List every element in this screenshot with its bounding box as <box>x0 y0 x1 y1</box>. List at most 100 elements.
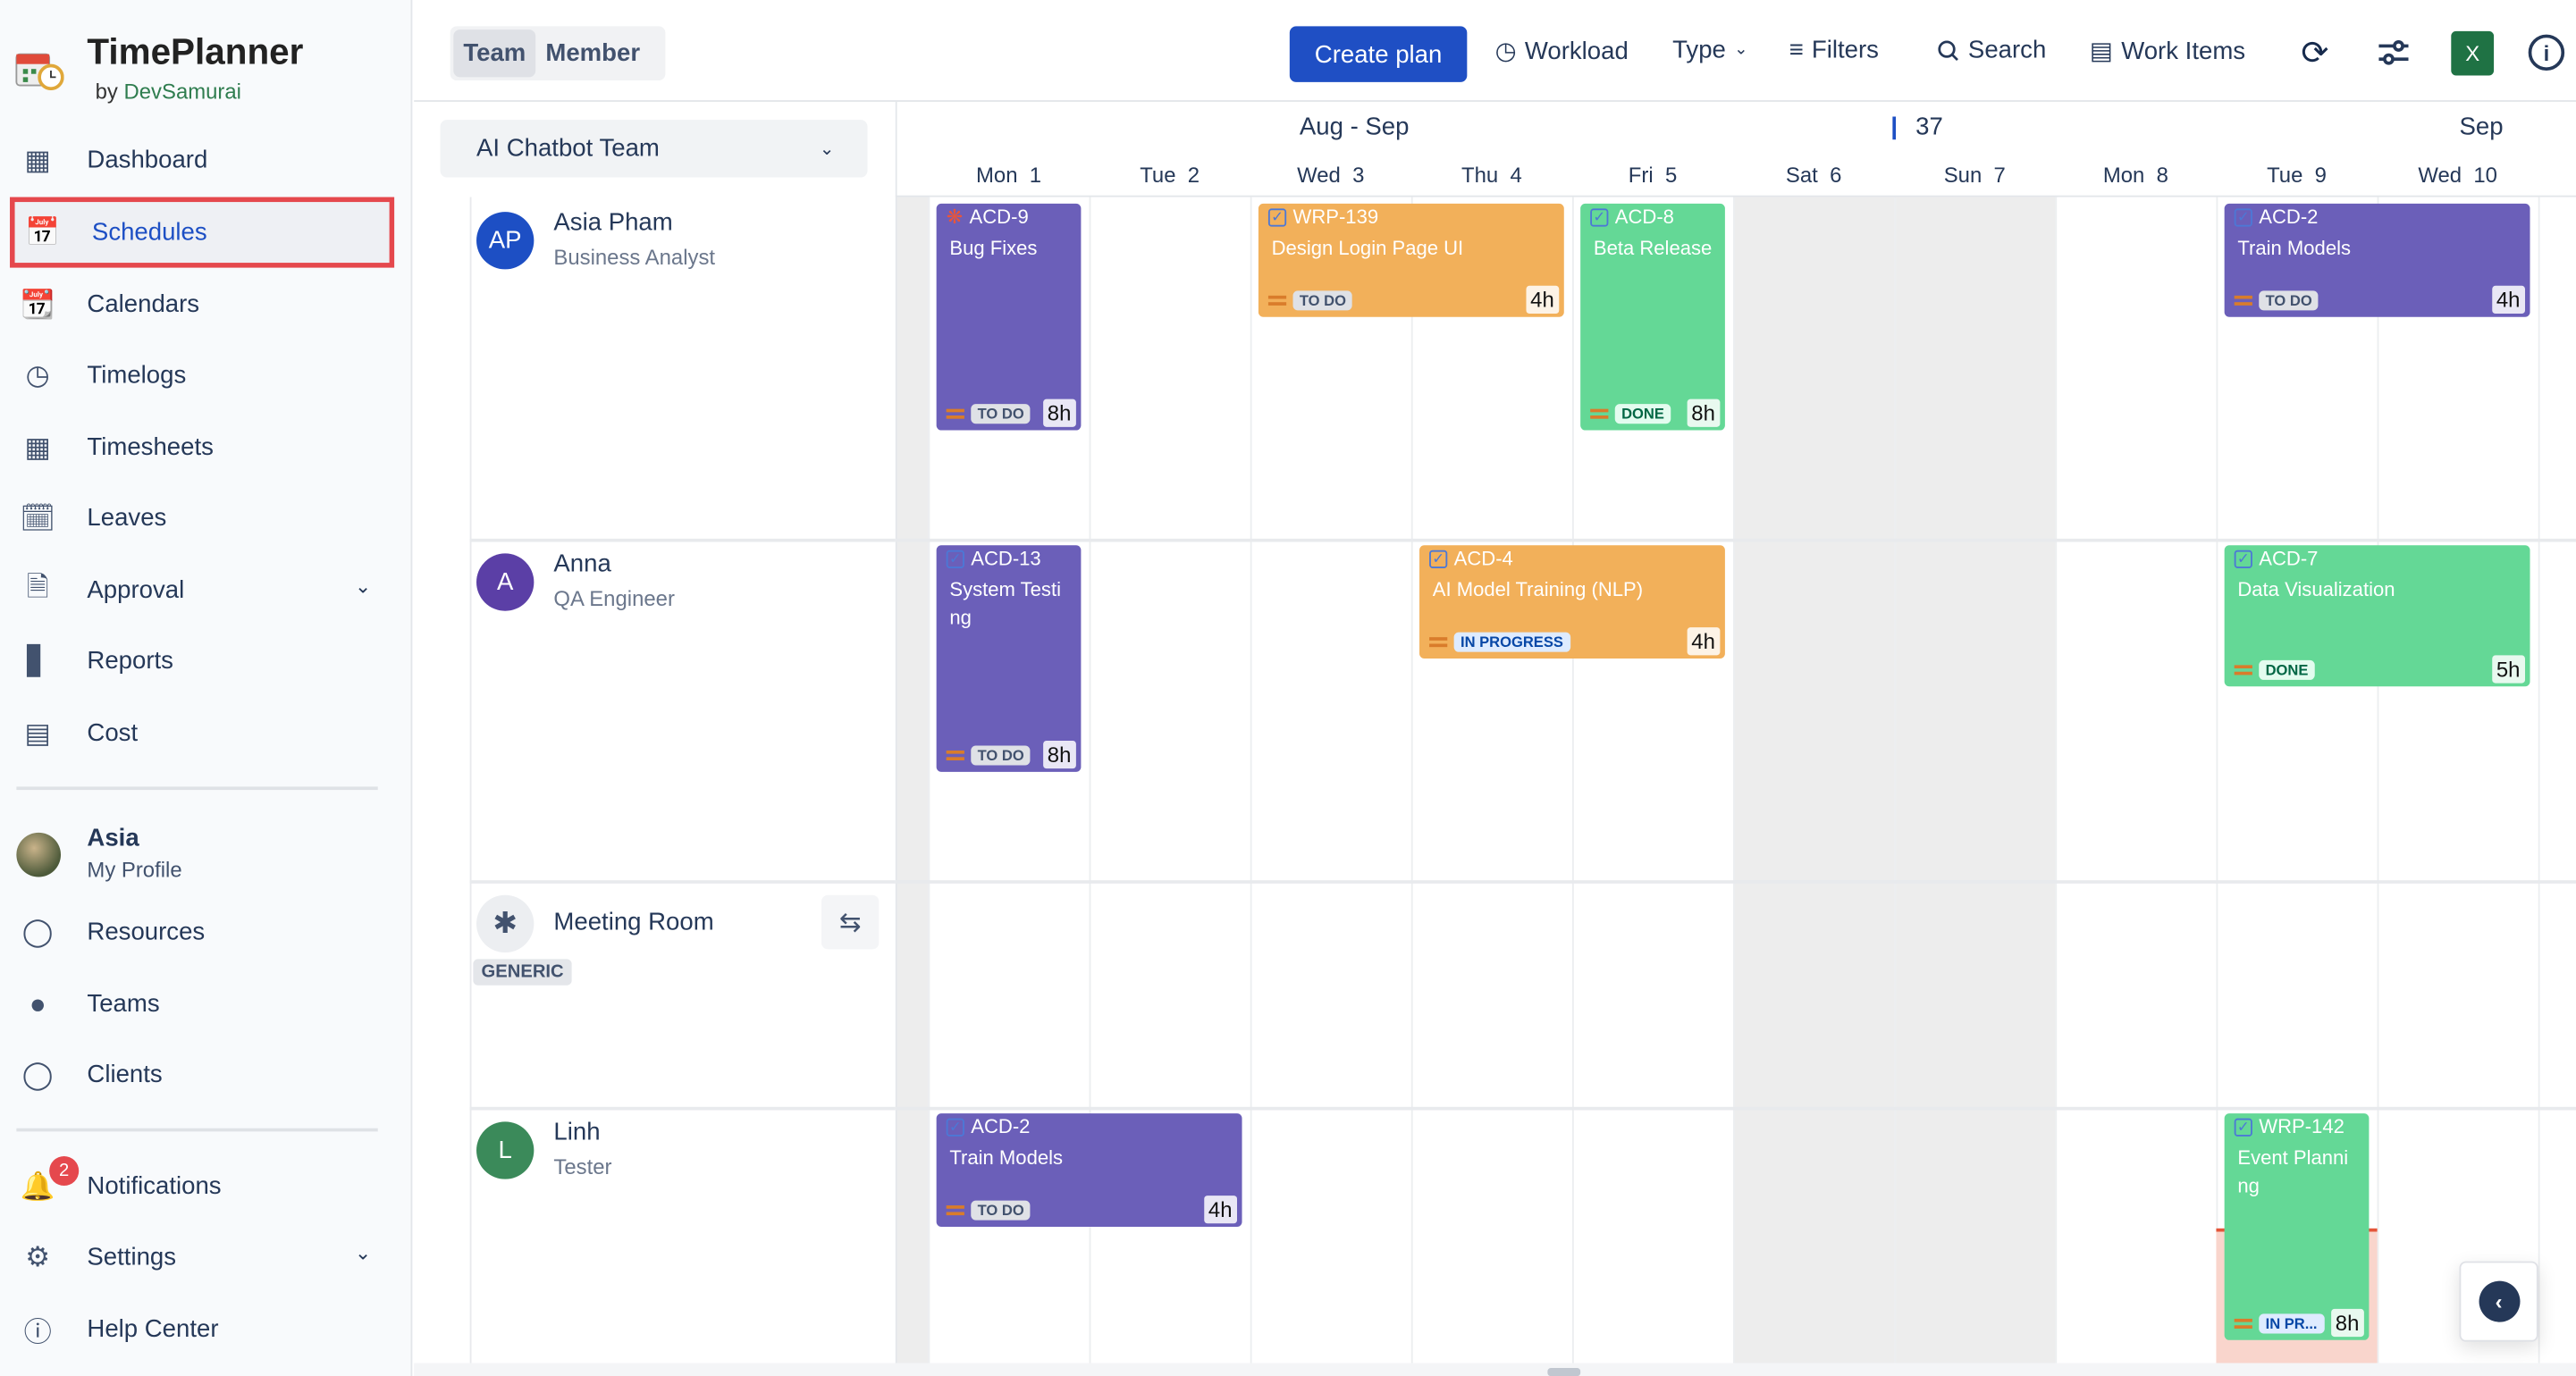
team-select-value: AI Chatbot Team <box>476 134 660 163</box>
plan-card[interactable]: ✓ ACD-2 Train Models TO DO 4h <box>2224 203 2530 317</box>
plan-card[interactable]: ✓ WRP-142 Event Planning IN PR... 8h <box>2224 1113 2370 1340</box>
plan-card[interactable]: ✓ ACD-2 Train Models TO DO 4h <box>936 1113 1242 1227</box>
plan-key: ACD-8 <box>1614 205 1674 229</box>
plan-key: ACD-13 <box>971 547 1041 570</box>
sidebar-item-settings[interactable]: ⚙ Settings ⌄ <box>10 1221 394 1292</box>
priority-medium-icon <box>2234 665 2252 675</box>
sidebar-item-teams[interactable]: ● Teams <box>10 969 394 1039</box>
type-dropdown[interactable]: Type ⌄ <box>1672 36 1747 63</box>
horizontal-scrollbar[interactable] <box>414 1363 2576 1376</box>
team-select[interactable]: AI Chatbot Team ⌄ <box>440 120 868 178</box>
chevron-down-icon: ⌄ <box>354 1241 372 1265</box>
priority-medium-icon <box>2234 1318 2252 1329</box>
resource-panel: AI Chatbot Team ⌄ AP Asia Pham Business Ana… <box>414 102 896 1376</box>
sidebar-item-label: Leaves <box>87 504 167 533</box>
day-column[interactable] <box>1410 197 1572 1363</box>
day-column[interactable] <box>1733 197 1895 1363</box>
search-label: Search <box>1967 36 2047 64</box>
chevron-down-icon: ⌄ <box>819 139 835 160</box>
day-column[interactable] <box>2216 197 2377 1363</box>
plan-title: System Testing <box>949 577 1062 629</box>
day-column[interactable] <box>1894 197 2056 1363</box>
schedule-grid: Aug - Sep 37 Sep Mon 1 Tue 2 Wed 3 Thu 4 Fri… <box>895 101 2576 1363</box>
sidebar-item-approval[interactable]: 🗎 Approval ⌄ <box>10 555 394 625</box>
sidebar-item-notifications[interactable]: 🔔 Notifications 2 <box>10 1151 394 1221</box>
day-column[interactable] <box>1089 197 1250 1363</box>
view-toggle: Team Member <box>450 26 666 81</box>
bug-icon: ❋ <box>946 205 964 229</box>
plan-card[interactable]: ✓ ACD-13 System Testing TO DO 8h <box>936 545 1082 772</box>
view-team-button[interactable]: Team <box>453 29 536 78</box>
plan-key: WRP-139 <box>1292 205 1379 229</box>
plan-card[interactable]: ✓ ACD-7 Data Visualization DONE 5h <box>2224 545 2530 687</box>
plan-card[interactable]: ✓ ACD-4 AI Model Training (NLP) IN PROGRE… <box>1419 545 1725 659</box>
resource-role: Tester <box>553 1154 612 1179</box>
search-button[interactable]: Search <box>1937 36 2047 64</box>
settings-sliders-icon[interactable] <box>2374 33 2413 72</box>
calendar-minus-icon: 🗓 <box>20 501 56 533</box>
document-icon: 🗎 <box>26 571 49 603</box>
plan-card[interactable]: ❋ ACD-9 Bug Fixes TO DO 8h <box>936 203 1082 431</box>
status-badge: DONE <box>2259 659 2315 680</box>
sidebar-item-resources[interactable]: ◯ Resources <box>10 897 394 968</box>
day-column[interactable] <box>1250 197 1411 1363</box>
sidebar-item-reports[interactable]: ▋ Reports <box>10 625 394 696</box>
day-header: Thu 4 <box>1461 162 1522 188</box>
sidebar-item-label: Cost <box>87 719 139 748</box>
sidebar-item-help-center[interactable]: ⓘ Help Center <box>10 1294 394 1364</box>
day-header: Fri 5 <box>1628 162 1678 188</box>
day-column[interactable] <box>2377 197 2538 1363</box>
filters-button[interactable]: ≡ Filters <box>1789 36 1879 63</box>
status-badge: TO DO <box>1292 290 1353 311</box>
day-header: Wed 3 <box>1297 162 1365 188</box>
view-member-button[interactable]: Member <box>545 39 641 68</box>
task-checkbox-icon: ✓ <box>946 549 964 568</box>
priority-medium-icon <box>946 408 964 419</box>
sidebar-item-schedules[interactable]: 📅 Schedules <box>10 197 395 268</box>
create-plan-button[interactable]: Create plan <box>1289 26 1468 82</box>
sidebar-item-clients[interactable]: ◯ Clients <box>10 1039 394 1110</box>
sidebar-item-label: Resources <box>87 918 206 946</box>
plan-card[interactable]: ✓ WRP-139 Design Login Page UI TO DO 4h <box>1258 203 1564 317</box>
profile-name: Asia <box>87 824 139 852</box>
day-column[interactable] <box>928 197 1089 1363</box>
status-badge: TO DO <box>971 404 1031 424</box>
priority-medium-icon <box>2234 295 2252 306</box>
day-header: Sun 7 <box>1943 162 2006 188</box>
sidebar-item-cost[interactable]: ▤ Cost <box>10 698 394 768</box>
day-column[interactable] <box>1571 197 1733 1363</box>
info-icon[interactable]: i <box>2528 34 2565 71</box>
resource-name: Asia Pham <box>553 208 673 237</box>
plan-hours: 8h <box>1042 399 1076 427</box>
shuffle-icon[interactable]: ⇆ <box>821 894 880 950</box>
collapse-panel-button[interactable]: ‹ <box>2459 1261 2538 1342</box>
priority-medium-icon <box>1267 295 1287 306</box>
bar-chart-icon: ▋ <box>27 644 49 676</box>
sidebar-item-leaves[interactable]: 🗓 Leaves <box>10 482 394 553</box>
sidebar-item-timelogs[interactable]: ◷ Timelogs <box>10 340 394 410</box>
priority-medium-icon <box>946 750 964 760</box>
plan-title: AI Model Training (NLP) <box>1432 577 1644 601</box>
day-column[interactable] <box>2055 197 2216 1363</box>
plan-hours: 8h <box>1686 399 1721 427</box>
timeplanner-logo-icon <box>15 53 64 91</box>
sidebar-item-label: Teams <box>87 990 160 1019</box>
clock-icon: ◷ <box>25 358 50 390</box>
sidebar-item-calendars[interactable]: 📆 Calendars <box>10 269 394 340</box>
work-items-button[interactable]: ▤ Work Items <box>2090 36 2245 65</box>
sidebar-item-dashboard[interactable]: ▦ Dashboard <box>10 125 394 196</box>
profile-link[interactable]: Asia My Profile <box>16 824 377 883</box>
sidebar-item-timesheets[interactable]: ▦ Timesheets <box>10 412 394 482</box>
sidebar-item-label: Settings <box>87 1243 177 1271</box>
plan-title: Train Models <box>949 1145 1064 1170</box>
task-checkbox-icon: ✓ <box>1429 549 1448 568</box>
plan-card[interactable]: ✓ ACD-8 Beta Release DONE 8h <box>1580 203 1725 431</box>
gear-icon: ⚙ <box>25 1240 51 1272</box>
refresh-icon[interactable]: ⟳ <box>2301 35 2329 71</box>
excel-export-icon[interactable]: X <box>2451 30 2495 76</box>
status-badge: TO DO <box>2259 290 2319 311</box>
sidebar-item-label: Reports <box>87 647 173 675</box>
plan-title: Beta Release <box>1593 236 1713 260</box>
workload-button[interactable]: ◷ Workload <box>1495 36 1629 65</box>
status-badge: IN PROGRESS <box>1453 632 1570 652</box>
